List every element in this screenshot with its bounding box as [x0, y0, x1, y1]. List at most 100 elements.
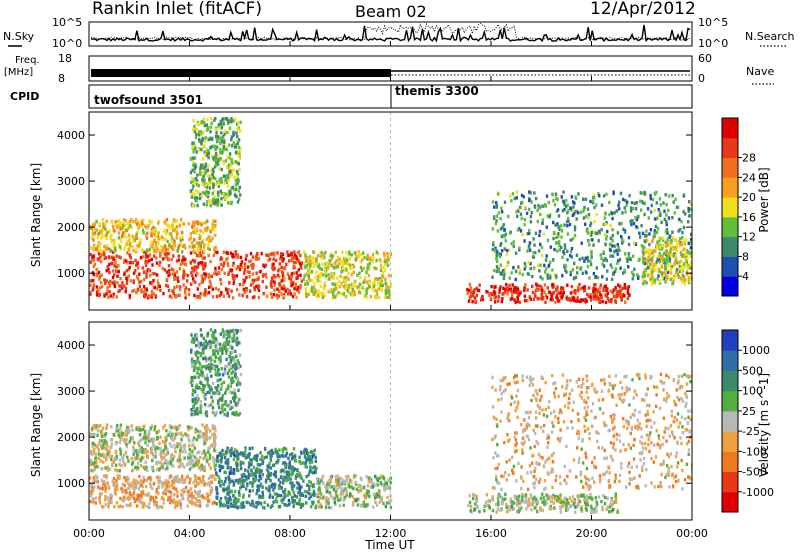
heatmap-cell-region-0 [293, 287, 295, 290]
heatmap-cell-region-1 [104, 466, 106, 469]
heatmap-cell-region-4 [536, 297, 538, 300]
heatmap-cell-region-5 [531, 275, 533, 278]
heatmap-cell-region-0 [188, 481, 190, 484]
heatmap-cell-region-3 [315, 271, 317, 274]
heatmap-cell-region-5 [624, 210, 626, 213]
heatmap-cell-region-0 [155, 294, 157, 297]
heatmap-cell-region-2 [215, 128, 217, 131]
heatmap-cell-region-1 [206, 427, 208, 430]
heatmap-cell-region-6 [678, 240, 680, 243]
heatmap-cell-region-5 [639, 235, 641, 238]
heatmap-cell-region-0 [151, 296, 153, 299]
heatmap-cell-region-5 [592, 200, 594, 203]
heatmap-cell-region-5 [593, 196, 595, 199]
heatmap-cell-region-5 [596, 232, 598, 235]
heatmap-cell-region-6 [661, 247, 663, 250]
heatmap-cell-region-5 [556, 198, 558, 201]
heatmap-cell-region-2 [235, 402, 237, 405]
heatmap-cell-region-0 [176, 490, 178, 493]
heatmap-cell-region-5 [533, 191, 535, 194]
heatmap-cell-region-5 [672, 194, 674, 197]
heatmap-cell-region-3 [339, 258, 341, 261]
heatmap-cell-region-0 [148, 476, 150, 479]
heatmap-cell-region-3 [330, 264, 332, 267]
heatmap-cell-region-5 [556, 249, 558, 252]
heatmap-cell-region-5 [546, 254, 548, 257]
heatmap-cell-region-3 [339, 275, 341, 278]
heatmap-cell-region-5 [513, 245, 515, 248]
heatmap-cell-region-5 [552, 221, 554, 224]
heatmap-cell-region-5 [645, 234, 647, 237]
heatmap-cell-region-1 [168, 243, 170, 246]
heatmap-cell-region-2 [192, 141, 194, 144]
heatmap-cell-region-3 [375, 278, 377, 281]
heatmap-cell-region-4 [577, 299, 579, 302]
heatmap-cell-region-1 [160, 455, 162, 458]
heatmap-cell-region-0 [194, 281, 196, 284]
heatmap-cell-region-2 [190, 349, 192, 352]
heatmap-cell-region-6 [684, 282, 686, 285]
heatmap-cell-region-0 [189, 478, 191, 481]
heatmap-cell-region-5 [648, 243, 650, 246]
heatmap-cell-region-2 [212, 168, 214, 171]
heatmap-cell-region-0 [263, 292, 265, 295]
heatmap-cell-region-5 [549, 276, 551, 279]
heatmap-cell-region-1 [155, 234, 157, 237]
heatmap-cell-region-1 [180, 431, 182, 434]
heatmap-cell-region-0 [243, 272, 245, 275]
heatmap-cell-region-1 [201, 241, 203, 244]
heatmap-cell-region-1 [190, 462, 192, 465]
heatmap-cell-region-1 [125, 431, 127, 434]
heatmap-cell-region-1 [159, 447, 161, 450]
heatmap-cell-region-5 [496, 265, 498, 268]
heatmap-cell-region-1 [153, 455, 155, 458]
heatmap-cell-region-1 [179, 449, 181, 452]
heatmap-cell-region-1 [124, 245, 126, 248]
heatmap-cell-region-0 [242, 294, 244, 297]
heatmap-cell-region-1 [212, 223, 214, 226]
heatmap-cell-region-1 [196, 227, 198, 230]
heatmap-cell-region-2 [233, 389, 235, 392]
heatmap-cell-region-3 [248, 462, 250, 465]
heatmap-cell-region-5 [633, 241, 635, 244]
heatmap-cell-region-0 [241, 260, 243, 263]
heatmap-cell-region-3 [384, 278, 386, 281]
heatmap-cell-region-5 [527, 272, 529, 275]
heatmap-cell-region-0 [104, 498, 106, 501]
heatmap-cell-region-5 [619, 267, 621, 270]
heatmap-cell-region-0 [204, 256, 206, 259]
heatmap-cell-region-1 [131, 457, 133, 460]
heatmap-cell-region-5 [612, 273, 614, 276]
heatmap-cell-region-0 [149, 274, 151, 277]
heatmap-cell-region-2 [206, 203, 208, 206]
heatmap-cell-region-3 [255, 478, 257, 481]
heatmap-cell-region-4 [590, 298, 592, 301]
heatmap-cell-region-3 [253, 466, 255, 469]
heatmap-cell-region-0 [220, 282, 222, 285]
heatmap-cell-region-0 [165, 482, 167, 485]
heatmap-cell-region-1 [111, 464, 113, 467]
heatmap-cell-region-1 [164, 445, 166, 448]
noise-left-tick-bottom: 10^0 [52, 37, 82, 50]
heatmap-cell-region-2 [199, 166, 201, 169]
heatmap-cell-region-5 [684, 212, 686, 215]
heatmap-cell-region-6 [652, 250, 654, 253]
heatmap-cell-region-0 [262, 264, 264, 267]
heatmap-cell-region-5 [631, 201, 633, 204]
heatmap-cell-region-5 [597, 276, 599, 279]
heatmap-cell-region-5 [522, 273, 524, 276]
heatmap-cell-region-3 [240, 463, 242, 466]
heatmap-cell-region-1 [168, 225, 170, 228]
power-ylabel: Slant Range [km] [29, 163, 43, 267]
heatmap-cell-region-0 [244, 262, 246, 265]
heatmap-cell-region-2 [216, 347, 218, 350]
heatmap-cell-region-6 [655, 264, 657, 267]
heatmap-cell-region-1 [90, 433, 92, 436]
heatmap-cell-region-4 [533, 298, 535, 301]
heatmap-cell-region-0 [199, 504, 201, 507]
heatmap-cell-region-5 [585, 198, 587, 201]
heatmap-cell-region-1 [192, 439, 194, 442]
heatmap-cell-region-2 [216, 138, 218, 141]
heatmap-cell-region-2 [190, 189, 192, 192]
heatmap-cell-region-0 [225, 258, 227, 261]
